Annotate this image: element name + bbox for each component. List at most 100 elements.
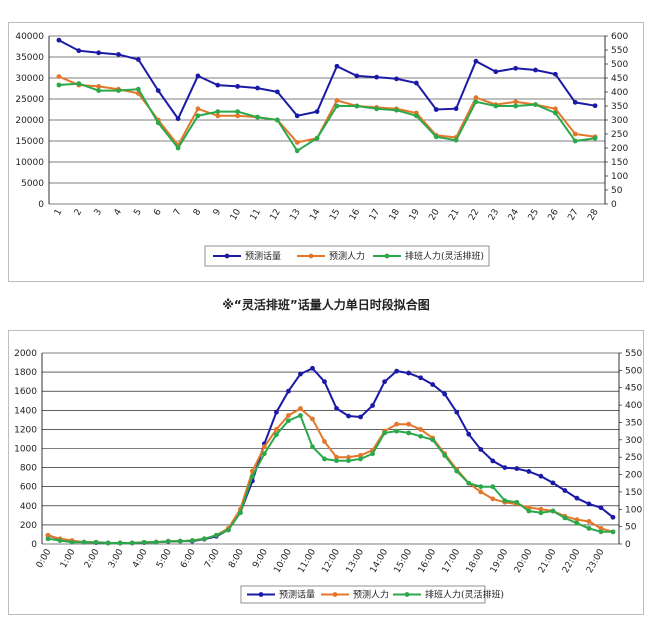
bottom-series-2-point (81, 539, 87, 545)
top-series-2-point (552, 110, 558, 116)
bottom-x-tick: 18:00 (465, 547, 487, 575)
bottom-series-2-point (249, 473, 255, 479)
bottom-series-2-point (261, 451, 267, 457)
bottom-x-tick: 6:00 (179, 547, 198, 570)
top-x-tick: 25 (527, 208, 541, 223)
bottom-series-1-point (286, 413, 291, 418)
top-series-2-point (374, 106, 380, 112)
top-legend-label-1: 预测人力 (329, 250, 365, 262)
top-legend-label-0: 预测话量 (245, 250, 281, 262)
chart-caption: ※“灵活排班”话量人力单日时段拟合图 (222, 298, 430, 312)
top-series-0-point (195, 73, 201, 79)
bottom-y-right-tick: 500 (625, 366, 642, 376)
bottom-series-2-point (105, 540, 111, 546)
top-series-2-point (433, 134, 439, 140)
bottom-chart-frame: 0 200 400 600 800 1000 1200 1400 1600 1800 2000 0 50… (8, 330, 644, 615)
bottom-x-tick: 13:00 (345, 547, 367, 575)
bottom-y-left-tick: 1200 (14, 425, 37, 435)
top-y-right-tick: 0 (611, 200, 617, 210)
top-series-2-point (135, 86, 141, 92)
top-series-0-point (552, 71, 558, 77)
top-series-0-point (493, 69, 499, 75)
top-series-line-2 (58, 82, 596, 153)
top-x-tick: 1 (53, 208, 65, 218)
top-x-tick: 10 (229, 207, 244, 222)
top-series-0-point (413, 80, 419, 86)
top-y-left-tick: 10000 (15, 158, 44, 168)
top-x-tick: 27 (566, 208, 580, 223)
bottom-series-0-point (418, 375, 424, 381)
bottom-series-0-point (394, 368, 400, 374)
bottom-series-0-point (430, 382, 436, 387)
top-y-right-tick: 150 (611, 158, 628, 168)
bottom-series-2-point (382, 430, 387, 436)
bottom-series-0-point (478, 447, 484, 452)
top-series-0-point (76, 48, 82, 54)
bottom-y-right-tick: 350 (625, 418, 642, 428)
top-series-2-point (56, 82, 62, 88)
bottom-series-2-point (562, 515, 568, 521)
top-series-2-point (175, 145, 181, 151)
bottom-series-0-point (514, 466, 520, 471)
top-series-2-point (413, 113, 419, 119)
bottom-series-2-point (153, 539, 159, 545)
bottom-series-2-point (454, 468, 460, 474)
bottom-y-right-tick: 200 (625, 471, 642, 481)
bottom-x-tick: 4:00 (131, 547, 150, 570)
bottom-y-left-tick: 1800 (14, 368, 37, 378)
top-series-2-point (493, 103, 499, 109)
bottom-series-2-point (406, 430, 412, 436)
bottom-series-0-point (454, 409, 460, 415)
top-series-0-point (394, 76, 399, 82)
bottom-legend-marker-2 (404, 592, 410, 597)
top-x-tick: 23 (487, 208, 501, 223)
bottom-y-right-tick: 0 (625, 540, 631, 550)
bottom-series-line-2 (47, 414, 613, 544)
bottom-x-tick: 22:00 (561, 547, 583, 575)
intraday-forecast-chart: 0 200 400 600 800 1000 1200 1400 1600 1800 2000 0 50… (14, 349, 642, 604)
bottom-x-tick: 23:00 (585, 547, 607, 575)
bottom-series-0-point (466, 431, 472, 437)
bottom-series-2-point (442, 453, 448, 458)
bottom-x-tick: 0:00 (35, 547, 54, 570)
top-y-right-tick: 450 (611, 74, 628, 84)
bottom-legend-marker-0 (258, 592, 264, 597)
bottom-x-tick: 20:00 (513, 547, 535, 575)
bottom-y-left-tick: 800 (20, 464, 37, 474)
top-series-2-point (274, 117, 280, 123)
bottom-series-0-point (382, 379, 387, 385)
top-x-tick: 16 (348, 207, 363, 222)
bottom-series-0-point (358, 414, 363, 420)
bottom-series-2-point (93, 539, 99, 545)
bottom-x-tick: 3:00 (107, 547, 126, 570)
bottom-series-2-point (370, 451, 375, 457)
top-x-tick: 4 (113, 207, 125, 217)
bottom-x-tick: 1:00 (59, 547, 78, 570)
bottom-x-tick: 10:00 (272, 547, 294, 575)
top-x-tick: 13 (288, 208, 302, 223)
bottom-series-0-point (526, 469, 532, 474)
bottom-legend-box (240, 585, 486, 604)
bottom-x-tick: 17:00 (441, 547, 463, 575)
top-legend-marker-0 (224, 253, 230, 259)
top-y-right-tick: 350 (611, 102, 628, 112)
bottom-x-tick: 11:00 (296, 547, 318, 575)
top-y-left-tick: 15000 (15, 137, 44, 147)
bottom-y-right-tick: 300 (625, 436, 642, 446)
bottom-series-1-point (45, 532, 51, 538)
top-series-2-point (453, 137, 459, 143)
bottom-x-tick: 16:00 (417, 547, 439, 575)
top-y-right-tick: 250 (611, 130, 628, 140)
top-series-1-point (235, 113, 241, 119)
top-series-0-point (56, 37, 62, 43)
top-x-tick: 6 (152, 207, 164, 217)
bottom-series-1-point (261, 444, 267, 450)
bottom-series-2-point (394, 428, 400, 434)
bottom-y-left-tick: 2000 (14, 349, 37, 359)
bottom-series-2-point (57, 538, 63, 543)
top-series-2-point (334, 103, 340, 109)
bottom-series-0-point (610, 514, 616, 520)
top-chart-frame: 0 5000 10000 15000 20000 25000 30000 35000 40000… (8, 22, 644, 282)
bottom-series-1-point (406, 421, 412, 427)
top-series-2-point (96, 88, 102, 93)
